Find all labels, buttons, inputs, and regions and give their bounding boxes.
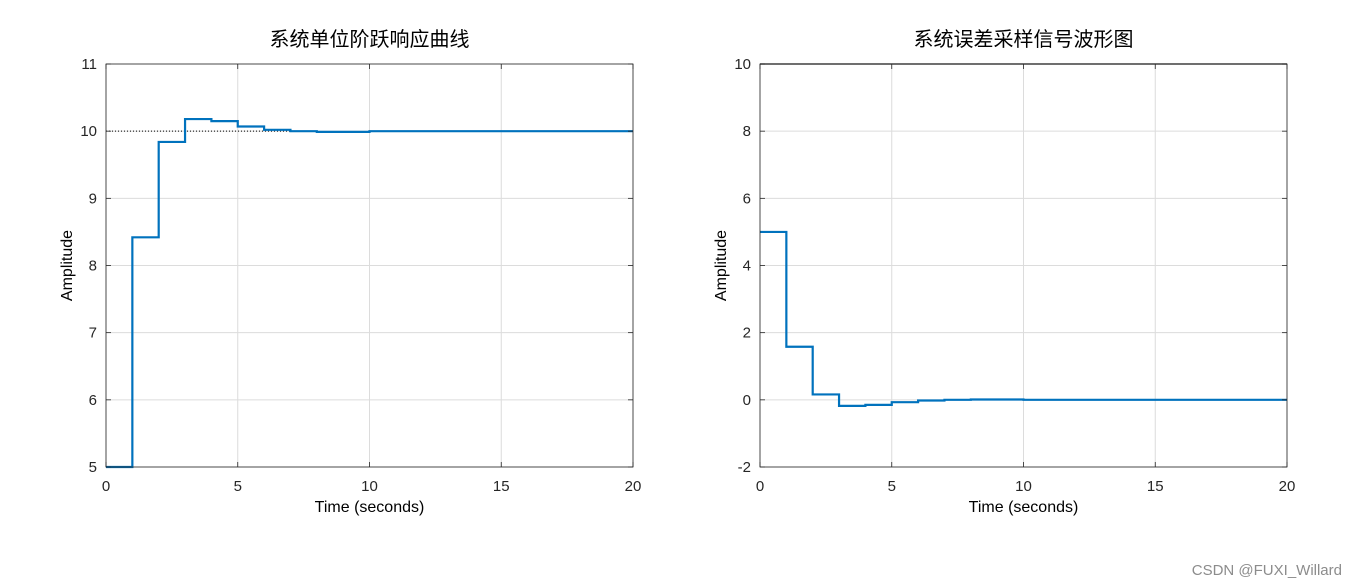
y-tick-label: 9 bbox=[89, 190, 97, 207]
watermark: CSDN @FUXI_Willard bbox=[1191, 562, 1342, 579]
y-tick-label: 8 bbox=[743, 123, 751, 140]
series-line-1 bbox=[106, 117, 633, 469]
y-axis-label: Amplitude bbox=[713, 230, 730, 301]
x-tick-label: 20 bbox=[1279, 478, 1296, 495]
x-axis-label: Time (seconds) bbox=[315, 499, 425, 516]
x-axis-label: Time (seconds) bbox=[969, 499, 1079, 516]
x-tick-label: 20 bbox=[625, 478, 642, 495]
x-tick-label: 10 bbox=[361, 478, 378, 495]
y-tick-label: 8 bbox=[89, 258, 97, 275]
y-tick-label: -2 bbox=[738, 459, 751, 476]
chart-title: 系统误差采样信号波形图 bbox=[914, 27, 1134, 51]
x-tick-label: 5 bbox=[888, 478, 896, 495]
y-tick-label: 10 bbox=[734, 56, 751, 73]
y-tick-label: 0 bbox=[743, 392, 751, 409]
x-tick-label: 0 bbox=[102, 478, 110, 495]
series-line-1 bbox=[760, 230, 1287, 407]
x-tick-label: 15 bbox=[493, 478, 510, 495]
y-tick-label: 4 bbox=[743, 258, 751, 275]
y-tick-label: 11 bbox=[81, 56, 97, 73]
chart-2: 0 5 10 15 20 -2 0 2 4 6 8 10 系统误差采样信号波形图 Time (second… bbox=[713, 27, 1295, 516]
y-tick-label: 6 bbox=[743, 190, 751, 207]
x-tick-label: 15 bbox=[1147, 478, 1164, 495]
x-tick-label: 10 bbox=[1015, 478, 1032, 495]
x-tick-label: 0 bbox=[756, 478, 764, 495]
y-tick-label: 5 bbox=[89, 459, 97, 476]
y-tick-label: 10 bbox=[80, 123, 97, 140]
y-tick-label: 7 bbox=[89, 325, 97, 342]
y-tick-label: 6 bbox=[89, 392, 97, 409]
x-tick-label: 5 bbox=[234, 478, 242, 495]
y-axis-label: Amplitude bbox=[59, 230, 76, 301]
chart-title: 系统单位阶跃响应曲线 bbox=[270, 27, 470, 51]
y-tick-label: 2 bbox=[743, 325, 751, 342]
